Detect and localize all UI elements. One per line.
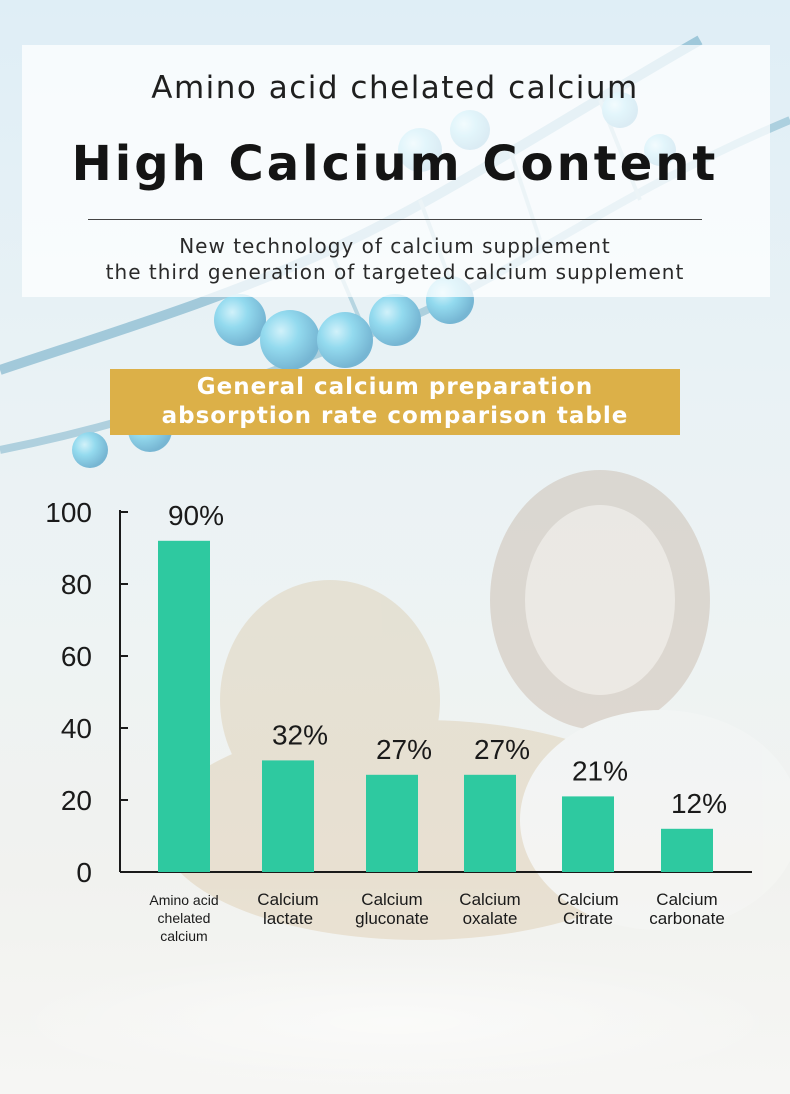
category-label: Amino acid chelated calcium (149, 892, 218, 944)
data-label: 12% (671, 788, 727, 819)
banner-line-1: General calcium preparation (196, 374, 594, 400)
y-tick-label: 20 (61, 785, 92, 816)
y-tick-label: 80 (61, 569, 92, 600)
category-label-line: chelated (158, 910, 211, 926)
category-label-line: Amino acid (149, 892, 218, 908)
bar (661, 828, 713, 872)
chart-bars (158, 540, 713, 872)
data-label: 21% (572, 755, 628, 786)
y-tick-label: 0 (76, 857, 92, 888)
chart-labels: 90%Amino acidchelatedcalcium32%Calciumla… (149, 500, 727, 944)
y-tick-label: 60 (61, 641, 92, 672)
data-label: 27% (376, 734, 432, 765)
category-label-line: Calcium (361, 890, 422, 909)
header-panel (22, 45, 770, 297)
bar (366, 774, 418, 872)
page-title: High Calcium Content (71, 136, 719, 192)
category-label-line: Calcium (257, 890, 318, 909)
banner-line-2: absorption rate comparison table (161, 403, 629, 429)
category-label-line: carbonate (649, 909, 725, 928)
data-label: 32% (272, 719, 328, 750)
data-label: 90% (168, 500, 224, 531)
category-label-line: Calcium (557, 890, 618, 909)
bar (464, 774, 516, 872)
bar (262, 760, 314, 872)
y-tick-label: 40 (61, 713, 92, 744)
table-title-banner: General calcium preparation absorption r… (110, 369, 680, 435)
y-tick-label: 100 (45, 497, 92, 528)
header-divider (88, 219, 702, 220)
chart-axes: 0 20 40 60 80 100 (45, 497, 752, 888)
category-label-line: Citrate (563, 909, 613, 928)
header-subtitle: Amino acid chelated calcium (151, 70, 639, 106)
tagline-line-2: the third generation of targeted calcium… (105, 260, 685, 284)
bar (562, 796, 614, 872)
category-label-line: Calcium (459, 890, 520, 909)
category-label-line: calcium (160, 928, 207, 944)
data-label: 27% (474, 734, 530, 765)
category-label-line: lactate (263, 909, 313, 928)
tagline-line-1: New technology of calcium supplement (179, 234, 611, 258)
bar (158, 540, 210, 872)
category-label-line: gluconate (355, 909, 429, 928)
category-label-line: Calcium (656, 890, 717, 909)
category-label-line: oxalate (463, 909, 518, 928)
